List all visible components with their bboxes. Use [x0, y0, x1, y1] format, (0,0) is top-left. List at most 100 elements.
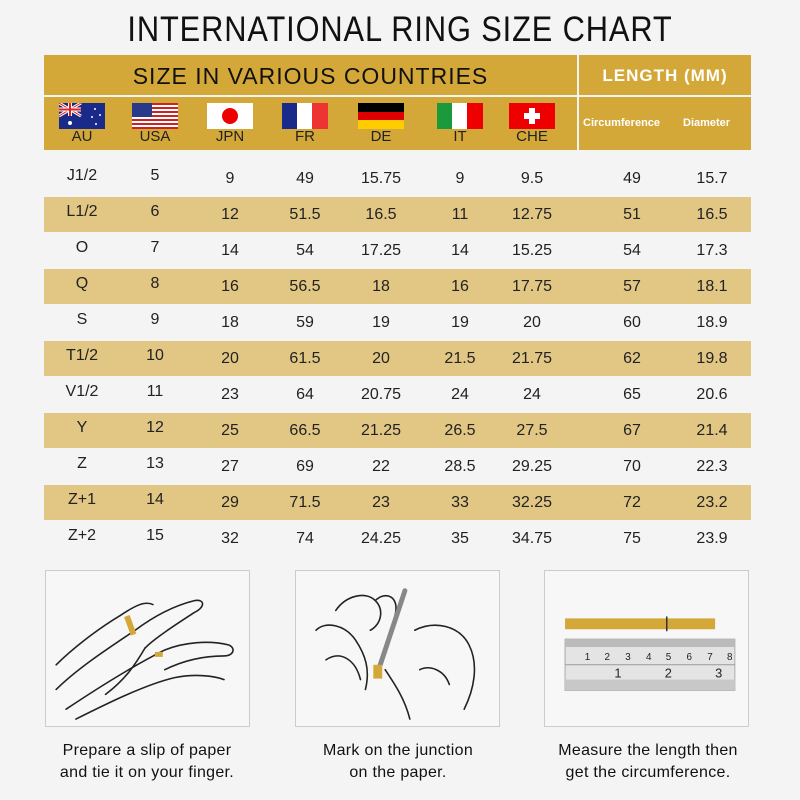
- table-cell: J1/2: [66, 167, 98, 184]
- table-cell: 72: [623, 494, 641, 511]
- circumference-label: Circumference: [583, 117, 661, 129]
- table-cell: 14: [451, 242, 469, 259]
- table-cell: 19: [451, 314, 469, 331]
- countries-header-label: SIZE IN VARIOUS COUNTRIES: [132, 63, 489, 89]
- table-cell: 21.75: [511, 350, 553, 367]
- table-cell: 60: [623, 314, 641, 331]
- table-cell: 56.5: [289, 278, 321, 295]
- table-cell: 26.5: [444, 422, 476, 439]
- hand-with-paper-strip-icon: [55, 599, 234, 720]
- table-cell: 34.75: [511, 530, 553, 547]
- table-cell: 59: [296, 314, 314, 331]
- table-cell: Z+2: [67, 527, 96, 544]
- table-row: L1/2 6 12 51.5 16.5 11 12.75 51 16.5: [44, 197, 751, 232]
- table-cell: 54: [623, 242, 641, 259]
- table-cell: 15.25: [511, 242, 553, 259]
- table-cell: L1/2: [66, 203, 98, 220]
- length-columns-row: Circumference Diameter: [579, 97, 751, 150]
- hand-marking-paper-icon: [315, 588, 476, 720]
- svg-text:4: 4: [646, 652, 652, 663]
- table-cell: 15: [146, 527, 164, 544]
- table-cell: 16.5: [696, 206, 728, 223]
- table-cell: 23.9: [696, 530, 728, 547]
- table-cell: 69: [296, 458, 314, 475]
- table-cell: 11: [146, 383, 164, 400]
- table-cell: 33: [451, 494, 469, 511]
- table-cell: O: [75, 239, 89, 256]
- table-cell: 65: [623, 386, 641, 403]
- table-row: Q 8 16 56.5 18 16 17.75 57 18.1: [44, 269, 751, 304]
- table-cell: 23: [372, 494, 390, 511]
- table-row: O 7 14 54 17.25 14 15.25 54 17.3: [44, 233, 751, 268]
- table-cell: 24.25: [360, 530, 402, 547]
- table-cell: 23: [221, 386, 239, 403]
- table-cell: Y: [76, 419, 88, 436]
- svg-text:6: 6: [686, 652, 692, 663]
- table-cell: 71.5: [289, 494, 321, 511]
- table-cell: 23.2: [696, 494, 728, 511]
- table-row: Z+2 15 32 74 24.25 35 34.75 75 23.9: [44, 521, 751, 556]
- table-row: J1/2 5 9 49 15.75 9 9.5 49 15.7: [44, 161, 751, 196]
- svg-text:5: 5: [666, 652, 672, 663]
- table-cell: 9.5: [520, 170, 544, 187]
- step-3-caption: Measure the length then get the circumfer…: [518, 740, 778, 784]
- svg-text:8: 8: [727, 652, 733, 663]
- svg-text:1: 1: [585, 652, 590, 663]
- table-cell: 32.25: [511, 494, 553, 511]
- svg-text:3: 3: [625, 652, 631, 663]
- country-label-jpn: JPN: [215, 128, 245, 145]
- table-cell: 18: [372, 278, 390, 295]
- table-cell: 19.8: [696, 350, 728, 367]
- step-3-caption-line2: get the circumference.: [565, 764, 731, 781]
- france-flag-icon: [282, 103, 328, 129]
- table-cell: 20.6: [696, 386, 728, 403]
- table-cell: 75: [623, 530, 641, 547]
- table-cell: 57: [623, 278, 641, 295]
- table-cell: 19: [372, 314, 390, 331]
- table-cell: 12.75: [511, 206, 553, 223]
- step-1-illustration: [45, 570, 250, 727]
- table-row: T1/2 10 20 61.5 20 21.5 21.75 62 19.8: [44, 341, 751, 376]
- table-row: Y 12 25 66.5 21.25 26.5 27.5 67 21.4: [44, 413, 751, 448]
- table-cell: 74: [296, 530, 314, 547]
- table-cell: 9: [225, 170, 235, 187]
- table-cell: Z: [77, 455, 87, 472]
- italy-flag-icon: [437, 103, 483, 129]
- table-cell: 10: [146, 347, 164, 364]
- table-cell: 18.1: [696, 278, 728, 295]
- table-cell: 20: [372, 350, 390, 367]
- length-header-label: LENGTH (MM): [602, 66, 728, 85]
- table-cell: 7: [150, 239, 160, 256]
- table-cell: 24: [451, 386, 469, 403]
- table-cell: 35: [451, 530, 469, 547]
- length-header: LENGTH (MM): [579, 55, 751, 95]
- japan-flag-icon: [207, 103, 253, 129]
- table-cell: Z+1: [67, 491, 96, 508]
- table-cell: 14: [221, 242, 239, 259]
- diameter-label: Diameter: [683, 117, 731, 129]
- table-cell: 15.75: [360, 170, 402, 187]
- table-row: S 9 18 59 19 19 20 60 18.9: [44, 305, 751, 340]
- table-cell: 62: [623, 350, 641, 367]
- svg-text:3: 3: [715, 666, 722, 681]
- table-cell: 54: [296, 242, 314, 259]
- table-cell: 21.5: [444, 350, 476, 367]
- table-cell: S: [76, 311, 88, 328]
- australia-flag-icon: [59, 103, 105, 129]
- table-cell: 66.5: [289, 422, 321, 439]
- table-cell: 16.5: [365, 206, 397, 223]
- table-cell: 21.25: [360, 422, 402, 439]
- table-cell: 28.5: [444, 458, 476, 475]
- table-cell: 5: [150, 167, 160, 184]
- table-cell: 49: [623, 170, 641, 187]
- table-cell: 9: [150, 311, 160, 328]
- table-cell: 11: [451, 206, 469, 223]
- table-cell: 13: [146, 455, 164, 472]
- table-cell: 70: [623, 458, 641, 475]
- table-cell: 16: [451, 278, 469, 295]
- table-cell: 27.5: [516, 422, 548, 439]
- svg-text:1: 1: [614, 666, 621, 681]
- table-cell: V1/2: [65, 383, 99, 400]
